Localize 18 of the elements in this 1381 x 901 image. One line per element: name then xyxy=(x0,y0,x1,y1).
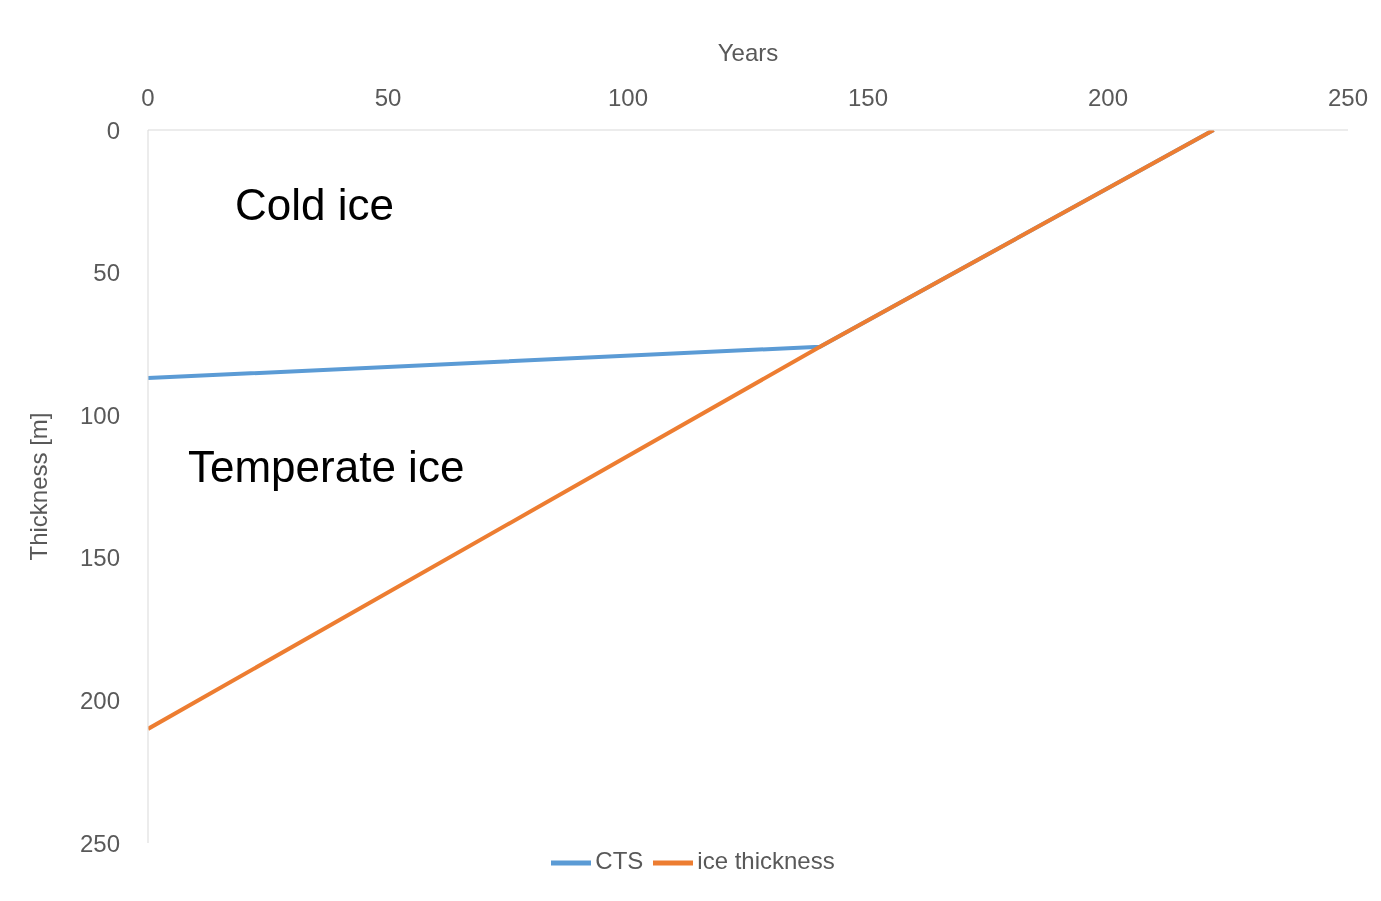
x-tick-label: 250 xyxy=(1327,84,1369,111)
y-axis-title: Thickness [m] xyxy=(24,412,52,561)
y-tick-label: 0 xyxy=(106,116,120,144)
x-axis-title: Years xyxy=(717,39,779,67)
x-tick-label: 150 xyxy=(847,84,889,111)
legend-label: CTS xyxy=(595,847,644,875)
y-tick-label: 100 xyxy=(79,401,120,429)
y-tick-label: 200 xyxy=(79,686,120,714)
x-tick-label: 50 xyxy=(374,84,402,111)
y-tick-label: 250 xyxy=(79,829,120,857)
y-tick-label: 150 xyxy=(79,544,120,572)
legend-label: ice thickness xyxy=(697,847,835,875)
annotation: Temperate ice xyxy=(188,442,465,492)
x-tick-label: 200 xyxy=(1087,84,1129,111)
x-tick-label: 100 xyxy=(607,84,649,111)
x-tick-label: 0 xyxy=(141,84,155,111)
annotation: Cold ice xyxy=(235,180,394,230)
y-tick-label: 50 xyxy=(93,259,120,287)
